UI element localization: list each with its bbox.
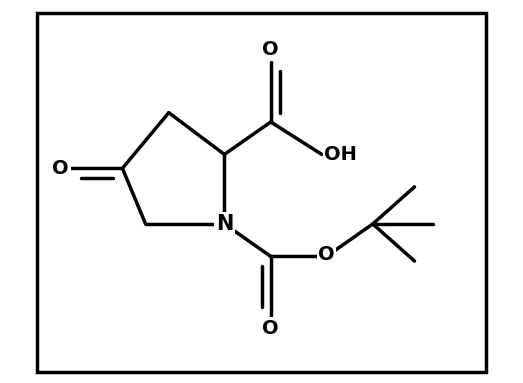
Text: OH: OH bbox=[324, 145, 357, 164]
Text: O: O bbox=[318, 245, 335, 264]
Text: N: N bbox=[215, 214, 233, 234]
Text: O: O bbox=[263, 319, 279, 338]
Text: O: O bbox=[52, 159, 69, 178]
Text: O: O bbox=[263, 40, 279, 59]
